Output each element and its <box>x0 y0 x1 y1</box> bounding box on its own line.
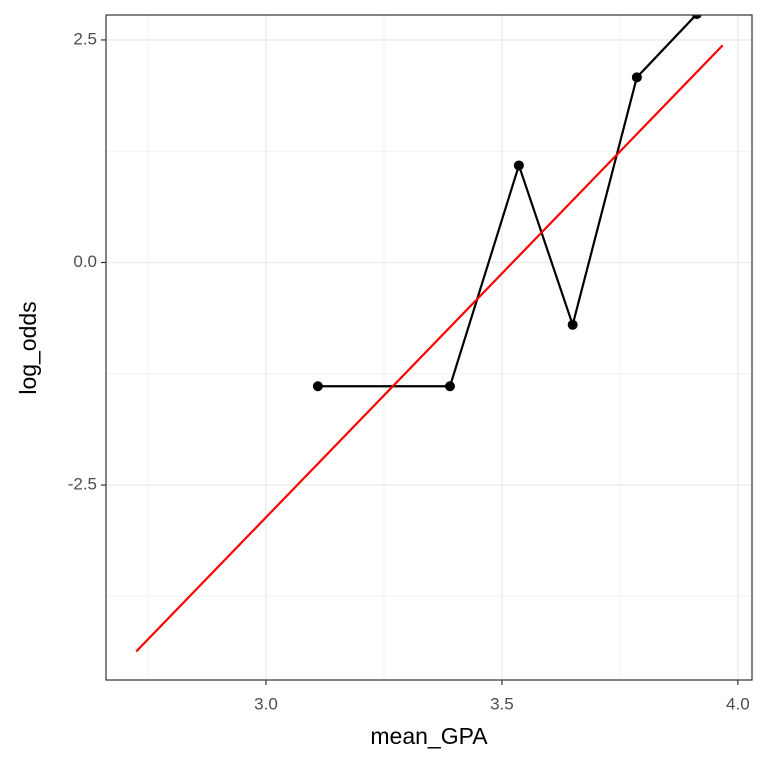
grid <box>106 15 752 680</box>
point <box>567 319 578 330</box>
y-axis-title: log_odds <box>15 301 41 394</box>
x-tick-label: 3.0 <box>254 694 278 713</box>
x-axis-title: mean_GPA <box>370 723 488 749</box>
x-tick-label: 4.0 <box>726 694 750 713</box>
y-tick-label: 2.5 <box>73 29 97 48</box>
panel-border <box>105 14 753 681</box>
y-tick-label: -2.5 <box>68 475 97 494</box>
line <box>135 44 724 653</box>
point <box>631 72 642 83</box>
point <box>691 15 702 20</box>
point <box>312 381 323 392</box>
y-tick-label: 0.0 <box>73 252 97 271</box>
x-tick-label: 3.5 <box>490 694 514 713</box>
point <box>513 160 524 171</box>
line <box>317 15 698 388</box>
point <box>444 381 455 392</box>
axes: 3.0 3.5 4.0 -2.5 0.0 2.5 <box>68 29 750 713</box>
plot-area <box>135 15 724 653</box>
